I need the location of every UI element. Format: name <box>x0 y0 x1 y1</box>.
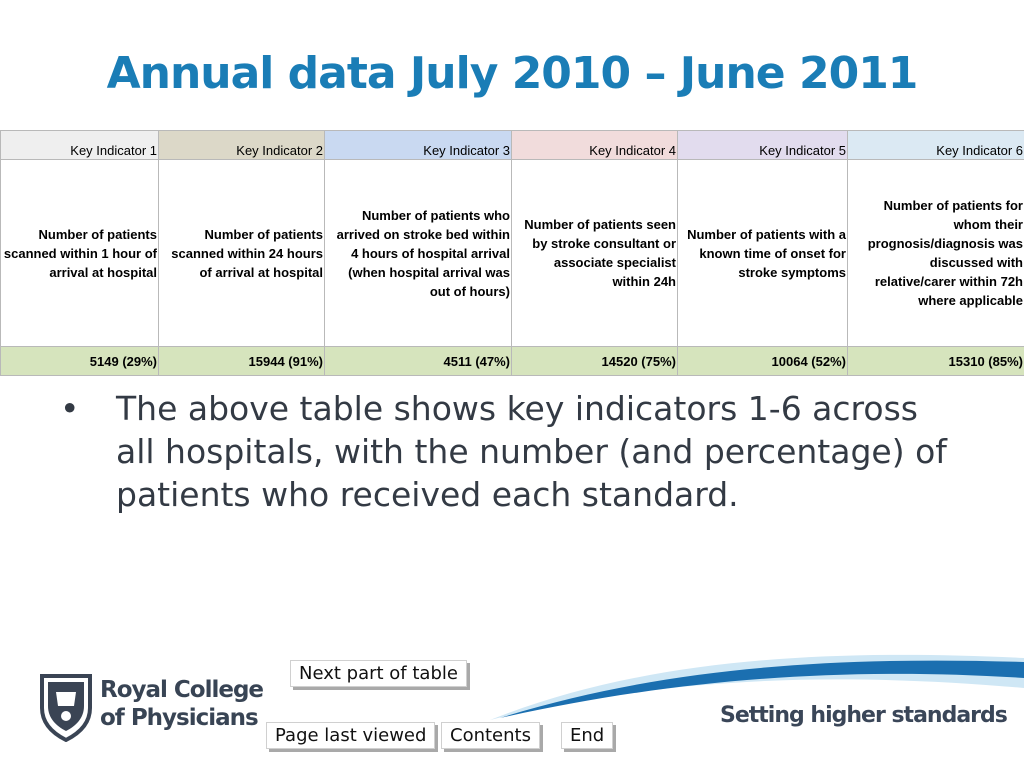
description-cell: Number of patients for whom their progno… <box>847 159 1024 347</box>
value-cell: 15944 (91%) <box>158 346 325 376</box>
swoosh-graphic <box>490 654 1024 720</box>
header-cell: Key Indicator 6 <box>847 130 1024 160</box>
page-last-viewed-button[interactable]: Page last viewed <box>266 722 436 749</box>
contents-button[interactable]: Contents <box>441 722 540 749</box>
description-cell: Number of patients with a known time of … <box>677 159 848 347</box>
rcp-line-2: of Physicians <box>100 705 259 731</box>
header-cell: Key Indicator 2 <box>158 130 325 160</box>
description-cell: Number of patients who arrived on stroke… <box>324 159 512 347</box>
tagline: Setting higher standards <box>720 703 1008 728</box>
description-cell: Number of patients scanned within 24 hou… <box>158 159 325 347</box>
rcp-wordmark: Royal College of Physicians <box>100 676 264 732</box>
table-header-row: Key Indicator 1 Key Indicator 2 Key Indi… <box>0 130 1024 160</box>
rcp-logo: Royal College of Physicians <box>38 672 264 747</box>
value-cell: 14520 (75%) <box>511 346 678 376</box>
header-cell: Key Indicator 3 <box>324 130 512 160</box>
description-cell: Number of patients scanned within 1 hour… <box>0 159 159 347</box>
header-cell: Key Indicator 4 <box>511 130 678 160</box>
description-cell: Number of patients seen by stroke consul… <box>511 159 678 347</box>
rcp-line-1: Royal College <box>100 677 264 703</box>
key-indicator-table: Key Indicator 1 Key Indicator 2 Key Indi… <box>0 130 1024 376</box>
bullet-icon: • <box>60 389 80 428</box>
end-button[interactable]: End <box>561 722 614 749</box>
header-cell: Key Indicator 1 <box>0 130 159 160</box>
next-part-button[interactable]: Next part of table <box>290 660 467 687</box>
header-cell: Key Indicator 5 <box>677 130 848 160</box>
value-cell: 4511 (47%) <box>324 346 512 376</box>
slide-title: Annual data July 2010 – June 2011 <box>106 48 919 99</box>
value-cell: 15310 (85%) <box>847 346 1024 376</box>
table-description-row: Number of patients scanned within 1 hour… <box>0 159 1024 347</box>
table-value-row: 5149 (29%) 15944 (91%) 4511 (47%) 14520 … <box>0 346 1024 376</box>
value-cell: 10064 (52%) <box>677 346 848 376</box>
bullet-text: The above table shows key indicators 1-6… <box>116 389 947 514</box>
value-cell: 5149 (29%) <box>0 346 159 376</box>
rcp-crest-icon <box>40 674 92 743</box>
